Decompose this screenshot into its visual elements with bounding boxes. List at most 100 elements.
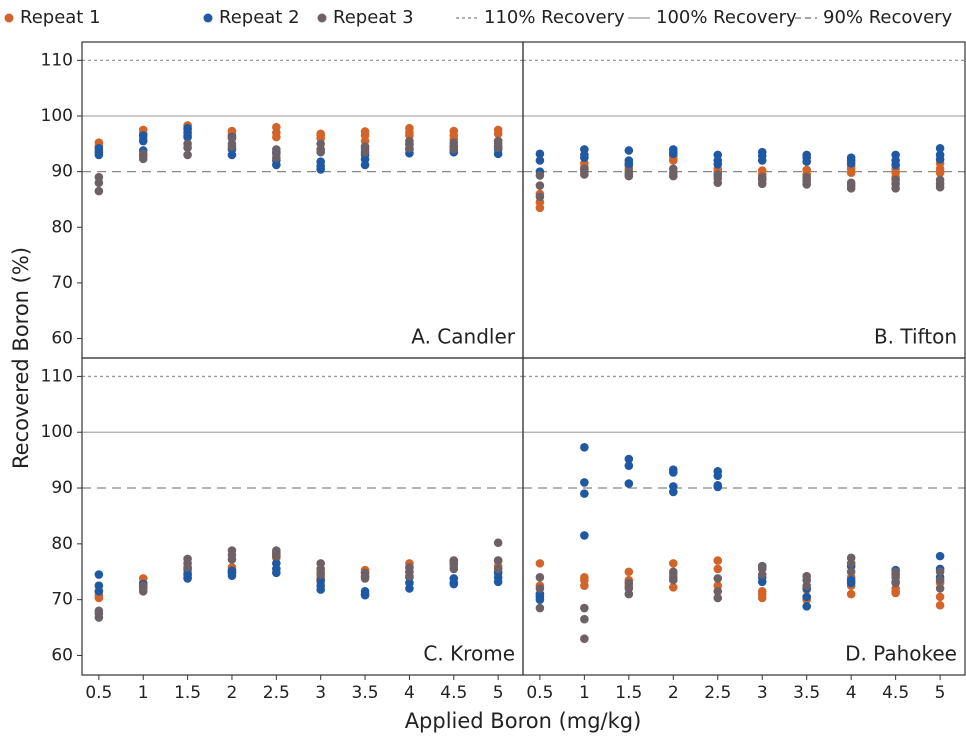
data-point: [846, 578, 856, 588]
data-point: [183, 150, 192, 160]
data-point: [227, 142, 237, 151]
x-tick-label: 1.5: [615, 683, 642, 703]
data-point: [493, 564, 503, 574]
data-point: [624, 146, 634, 155]
data-point: [227, 150, 237, 160]
x-tick-label: 2.5: [263, 683, 290, 703]
data-point: [668, 583, 678, 592]
data-point: [846, 567, 856, 577]
x-tick-label: 1: [138, 683, 149, 703]
data-point: [580, 170, 589, 179]
x-tick-label: 0.5: [526, 683, 553, 703]
data-point: [405, 571, 414, 581]
x-axis-label: Applied Boron (mg/kg): [405, 709, 642, 733]
panel-title: B. Tifton: [874, 325, 957, 349]
data-point: [580, 581, 589, 591]
legend-label: 110% Recovery: [484, 7, 625, 28]
y-tick-label: 90: [51, 162, 73, 182]
legend-label: 100% Recovery: [656, 7, 797, 28]
data-point: [802, 602, 811, 611]
data-point: [668, 156, 678, 165]
data-point: [624, 479, 634, 488]
panel-frame: [522, 357, 966, 676]
data-point: [713, 564, 723, 574]
data-point: [272, 153, 281, 163]
data-point: [757, 593, 767, 603]
data-point: [713, 178, 723, 188]
data-point: [227, 555, 237, 564]
x-tick-label: 2.5: [704, 683, 731, 703]
data-point: [272, 551, 281, 561]
data-point: [316, 165, 325, 174]
data-point: [935, 182, 945, 192]
data-point: [94, 186, 104, 196]
data-point: [535, 559, 545, 568]
data-point: [580, 478, 589, 487]
data-point: [316, 585, 325, 594]
x-tick-label: 3.5: [793, 683, 820, 703]
data-point: [272, 568, 281, 578]
data-point: [580, 489, 589, 498]
data-point: [891, 160, 900, 170]
data-point: [935, 584, 945, 593]
data-point: [94, 570, 104, 579]
y-tick-label: 60: [51, 645, 73, 665]
data-point: [138, 136, 148, 146]
data-point: [272, 160, 281, 170]
x-tick-label: 5: [493, 683, 504, 703]
y-tick-label: 100: [41, 106, 73, 126]
y-tick-label: 70: [51, 590, 73, 610]
legend-label: Repeat 2: [219, 7, 300, 28]
legend-label: Repeat 3: [333, 7, 414, 28]
data-point: [138, 154, 148, 164]
data-point: [668, 487, 678, 497]
data-point: [94, 613, 104, 622]
x-tick-label: 4: [846, 683, 857, 703]
legend-marker: [4, 13, 14, 23]
x-tick-label: 2: [668, 683, 679, 703]
data-point: [891, 578, 900, 588]
data-point: [360, 160, 370, 170]
data-point: [802, 157, 811, 166]
data-point: [449, 564, 459, 574]
data-point: [624, 160, 634, 169]
data-point: [846, 168, 856, 178]
y-tick-label: 100: [41, 422, 73, 442]
data-point: [757, 577, 767, 587]
data-point: [846, 589, 856, 599]
data-point: [580, 603, 589, 613]
data-point: [493, 129, 503, 139]
x-tick-label: 2: [227, 683, 238, 703]
data-point: [94, 150, 104, 160]
data-point: [713, 160, 723, 169]
x-tick-label: 3: [315, 683, 326, 703]
data-point: [535, 181, 545, 190]
data-point: [183, 562, 192, 572]
data-point: [535, 149, 545, 159]
data-point: [493, 149, 503, 159]
data-point: [535, 156, 545, 165]
data-point: [624, 454, 634, 464]
data-point: [580, 153, 589, 163]
data-point: [713, 471, 723, 481]
data-point: [580, 531, 589, 540]
data-point: [846, 559, 856, 568]
data-point: [891, 184, 900, 193]
data-point: [802, 581, 811, 591]
x-tick-label: 1.5: [174, 683, 201, 703]
data-point: [535, 573, 545, 582]
x-tick-label: 0.5: [85, 683, 112, 703]
x-tick-label: 3.5: [352, 683, 379, 703]
data-point: [757, 570, 767, 579]
data-point: [493, 556, 503, 565]
data-point: [94, 593, 104, 603]
data-point: [183, 132, 192, 142]
data-point: [535, 192, 545, 201]
y-tick-label: 110: [41, 50, 73, 70]
data-point: [713, 556, 723, 565]
data-point: [713, 593, 723, 603]
data-point: [846, 158, 856, 168]
data-point: [935, 168, 945, 178]
legend-marker: [203, 13, 213, 23]
